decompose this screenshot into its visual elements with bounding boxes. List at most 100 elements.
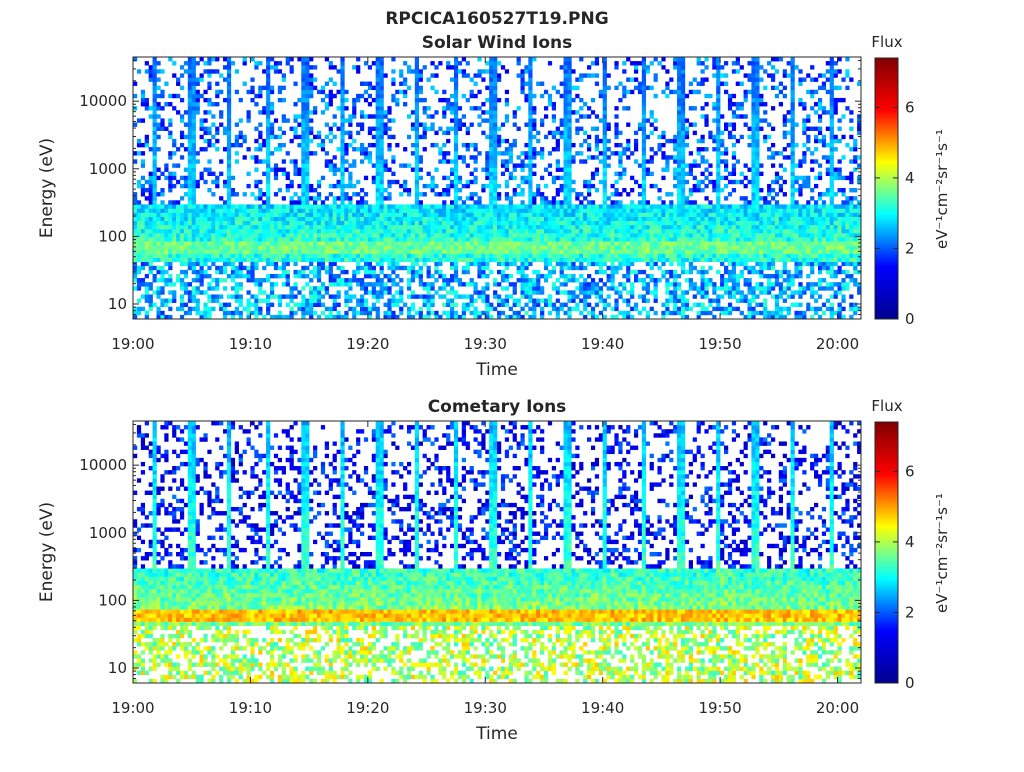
heatmap-cell <box>313 110 318 115</box>
heatmap-cell <box>430 204 435 209</box>
heatmap-cell <box>493 171 498 177</box>
heatmap-cell <box>242 224 247 230</box>
heatmap-cell <box>258 204 263 209</box>
heatmap-cell <box>508 261 513 267</box>
heatmap-cell <box>379 89 384 95</box>
heatmap-cell <box>528 126 533 131</box>
heatmap-cell <box>340 183 345 189</box>
heatmap-cell <box>316 273 322 279</box>
heatmap-cell <box>387 237 392 242</box>
heatmap-cell <box>528 89 533 95</box>
heatmap-cell <box>622 228 627 234</box>
heatmap-cell <box>426 183 431 189</box>
heatmap-cell <box>164 241 169 246</box>
heatmap-cell <box>379 245 384 250</box>
heatmap-cell <box>152 179 157 185</box>
heatmap-cell <box>422 237 427 242</box>
heatmap-cell <box>504 265 510 271</box>
heatmap-cell <box>387 220 392 226</box>
heatmap-cell <box>489 306 494 312</box>
heatmap-cell <box>442 249 447 254</box>
heatmap-cell <box>152 257 157 262</box>
heatmap-cell <box>344 245 349 250</box>
heatmap-cell <box>493 138 498 144</box>
heatmap-cell <box>438 233 443 238</box>
heatmap-cell <box>489 110 494 115</box>
heatmap-cell <box>493 89 498 95</box>
heatmap-cell <box>266 200 271 205</box>
heatmap-cell <box>551 130 557 136</box>
heatmap-cell <box>461 257 466 262</box>
heatmap-cell <box>168 175 173 181</box>
heatmap-cell <box>254 93 259 99</box>
heatmap-cell <box>223 245 228 250</box>
heatmap-cell <box>285 278 290 283</box>
heatmap-cell <box>453 114 459 119</box>
heatmap-cell <box>414 155 420 160</box>
heatmap-cell <box>610 204 615 209</box>
heatmap-cell <box>136 265 142 271</box>
heatmap-cell <box>587 233 592 238</box>
heatmap-cell <box>653 245 658 250</box>
heatmap-cell <box>136 228 142 234</box>
heatmap-cell <box>203 204 208 209</box>
heatmap-cell <box>453 237 459 242</box>
heatmap-cell <box>457 204 463 209</box>
heatmap-cell <box>547 151 553 156</box>
heatmap-cell <box>532 192 537 197</box>
heatmap-cell <box>387 142 392 148</box>
heatmap-cell <box>399 81 404 86</box>
heatmap-cell <box>657 208 662 213</box>
heatmap-cell <box>555 200 560 205</box>
heatmap-cell <box>489 253 494 258</box>
heatmap-cell <box>497 249 502 254</box>
heatmap-cell <box>489 183 494 189</box>
heatmap-cell <box>406 286 412 291</box>
heatmap-cell <box>172 175 177 181</box>
heatmap-cell <box>532 302 537 308</box>
heatmap-cell <box>649 233 654 238</box>
heatmap-cell <box>438 228 443 234</box>
heatmap-cell <box>473 257 478 262</box>
heatmap-cell <box>285 118 290 123</box>
heatmap-cell <box>641 253 647 258</box>
heatmap-cell <box>332 261 337 267</box>
heatmap-cell <box>273 212 279 217</box>
heatmap-cell <box>547 97 553 103</box>
heatmap-cell <box>512 302 517 308</box>
heatmap-cell <box>269 204 275 209</box>
heatmap-cell <box>504 249 510 254</box>
heatmap-cell <box>199 233 204 238</box>
heatmap-cell <box>172 151 177 156</box>
heatmap-cell <box>156 224 161 230</box>
heatmap-cell <box>195 208 200 213</box>
heatmap-cell <box>633 257 639 262</box>
heatmap-cell <box>226 97 232 103</box>
heatmap-cell <box>148 106 153 111</box>
heatmap-cell <box>293 245 298 250</box>
heatmap-cell <box>195 61 200 66</box>
heatmap-cell <box>258 212 263 217</box>
heatmap-cell <box>547 269 553 275</box>
heatmap-cell <box>289 212 294 217</box>
heatmap-cell <box>187 77 193 82</box>
heatmap-cell <box>387 204 392 209</box>
heatmap-cell <box>504 273 510 279</box>
heatmap-cell <box>313 294 318 299</box>
heatmap-cell <box>191 245 196 250</box>
heatmap-cell <box>183 302 189 308</box>
heatmap-cell <box>195 110 200 115</box>
heatmap-cell <box>649 212 654 217</box>
heatmap-cell <box>532 310 537 316</box>
heatmap-cell <box>207 224 212 230</box>
heatmap-cell <box>426 208 431 213</box>
heatmap-cell <box>645 286 650 291</box>
heatmap-cell <box>446 175 451 181</box>
heatmap-cell <box>183 282 189 287</box>
heatmap-cell <box>332 200 337 205</box>
heatmap-cell <box>567 97 572 103</box>
heatmap-cell <box>493 196 498 201</box>
heatmap-cell <box>602 228 607 234</box>
heatmap-cell <box>547 212 553 217</box>
heatmap-cell <box>309 89 314 95</box>
